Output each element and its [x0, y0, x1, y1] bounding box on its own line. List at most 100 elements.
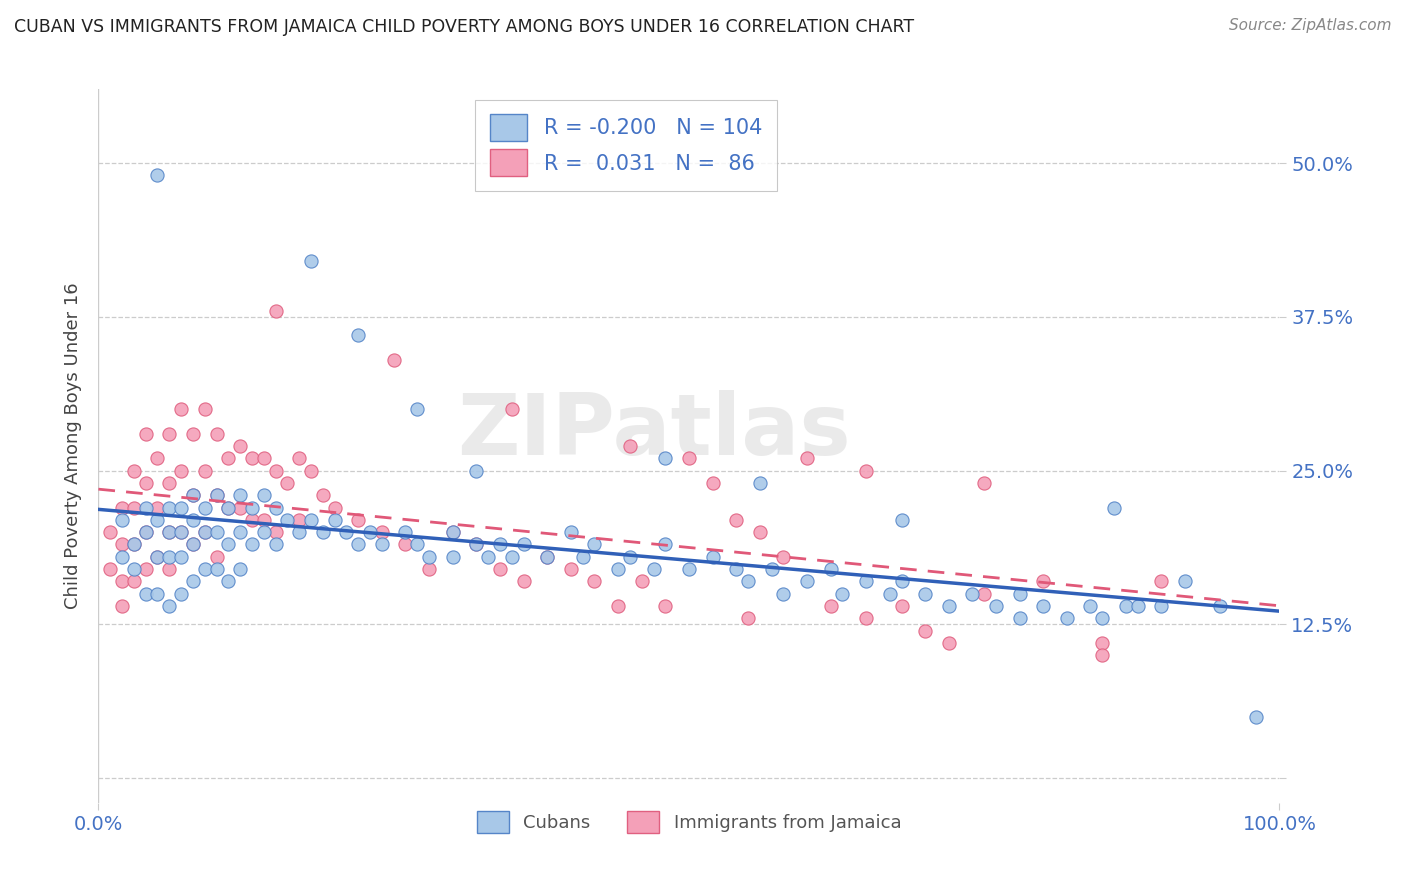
Point: [299, 513, 322, 527]
Point: [879, 587, 901, 601]
Point: [288, 525, 311, 540]
Point: [111, 500, 134, 515]
Point: [489, 562, 512, 576]
Point: [654, 537, 676, 551]
Point: [1091, 611, 1114, 625]
Point: [229, 562, 252, 576]
Point: [796, 451, 818, 466]
Point: [512, 537, 534, 551]
Point: [441, 525, 464, 540]
Point: [135, 426, 157, 441]
Point: [1126, 599, 1149, 613]
Point: [654, 599, 676, 613]
Point: [489, 537, 512, 551]
Point: [181, 426, 204, 441]
Point: [1032, 574, 1054, 589]
Point: [890, 513, 912, 527]
Point: [312, 488, 335, 502]
Point: [973, 475, 995, 490]
Point: [194, 402, 217, 417]
Y-axis label: Child Poverty Among Boys Under 16: Child Poverty Among Boys Under 16: [63, 283, 82, 609]
Point: [111, 574, 134, 589]
Point: [264, 303, 287, 318]
Point: [146, 169, 169, 183]
Point: [194, 562, 217, 576]
Point: [371, 525, 394, 540]
Point: [194, 525, 217, 540]
Point: [229, 488, 252, 502]
Point: [630, 574, 652, 589]
Point: [217, 500, 239, 515]
Point: [737, 574, 759, 589]
Point: [217, 451, 239, 466]
Point: [253, 488, 276, 502]
Point: [253, 513, 276, 527]
Point: [240, 513, 263, 527]
Point: [170, 587, 193, 601]
Point: [181, 488, 204, 502]
Point: [678, 562, 700, 576]
Point: [253, 451, 276, 466]
Point: [725, 562, 748, 576]
Point: [288, 513, 311, 527]
Text: Source: ZipAtlas.com: Source: ZipAtlas.com: [1229, 18, 1392, 33]
Point: [146, 500, 169, 515]
Point: [240, 537, 263, 551]
Point: [157, 500, 180, 515]
Point: [181, 537, 204, 551]
Point: [1115, 599, 1137, 613]
Point: [441, 525, 464, 540]
Point: [820, 599, 842, 613]
Point: [170, 525, 193, 540]
Point: [938, 636, 960, 650]
Point: [678, 451, 700, 466]
Point: [406, 537, 429, 551]
Legend: Cubans, Immigrants from Jamaica: Cubans, Immigrants from Jamaica: [463, 797, 915, 847]
Point: [135, 525, 157, 540]
Point: [205, 525, 228, 540]
Point: [240, 451, 263, 466]
Point: [122, 562, 145, 576]
Point: [984, 599, 1007, 613]
Point: [394, 537, 416, 551]
Point: [194, 525, 217, 540]
Point: [264, 500, 287, 515]
Point: [441, 549, 464, 564]
Point: [1091, 648, 1114, 662]
Point: [643, 562, 665, 576]
Point: [914, 587, 936, 601]
Point: [111, 537, 134, 551]
Point: [772, 549, 794, 564]
Point: [98, 525, 121, 540]
Point: [217, 574, 239, 589]
Point: [135, 500, 157, 515]
Point: [748, 475, 770, 490]
Point: [157, 475, 180, 490]
Point: [157, 549, 180, 564]
Point: [157, 525, 180, 540]
Point: [299, 464, 322, 478]
Point: [702, 549, 724, 564]
Point: [725, 513, 748, 527]
Point: [772, 587, 794, 601]
Point: [264, 537, 287, 551]
Point: [394, 525, 416, 540]
Point: [135, 562, 157, 576]
Point: [1102, 500, 1125, 515]
Point: [1056, 611, 1078, 625]
Point: [217, 500, 239, 515]
Point: [654, 451, 676, 466]
Point: [371, 537, 394, 551]
Point: [418, 549, 440, 564]
Point: [194, 464, 217, 478]
Point: [194, 500, 217, 515]
Point: [170, 549, 193, 564]
Point: [619, 549, 641, 564]
Point: [973, 587, 995, 601]
Point: [962, 587, 984, 601]
Point: [181, 513, 204, 527]
Point: [299, 254, 322, 268]
Point: [170, 525, 193, 540]
Point: [146, 513, 169, 527]
Point: [607, 562, 630, 576]
